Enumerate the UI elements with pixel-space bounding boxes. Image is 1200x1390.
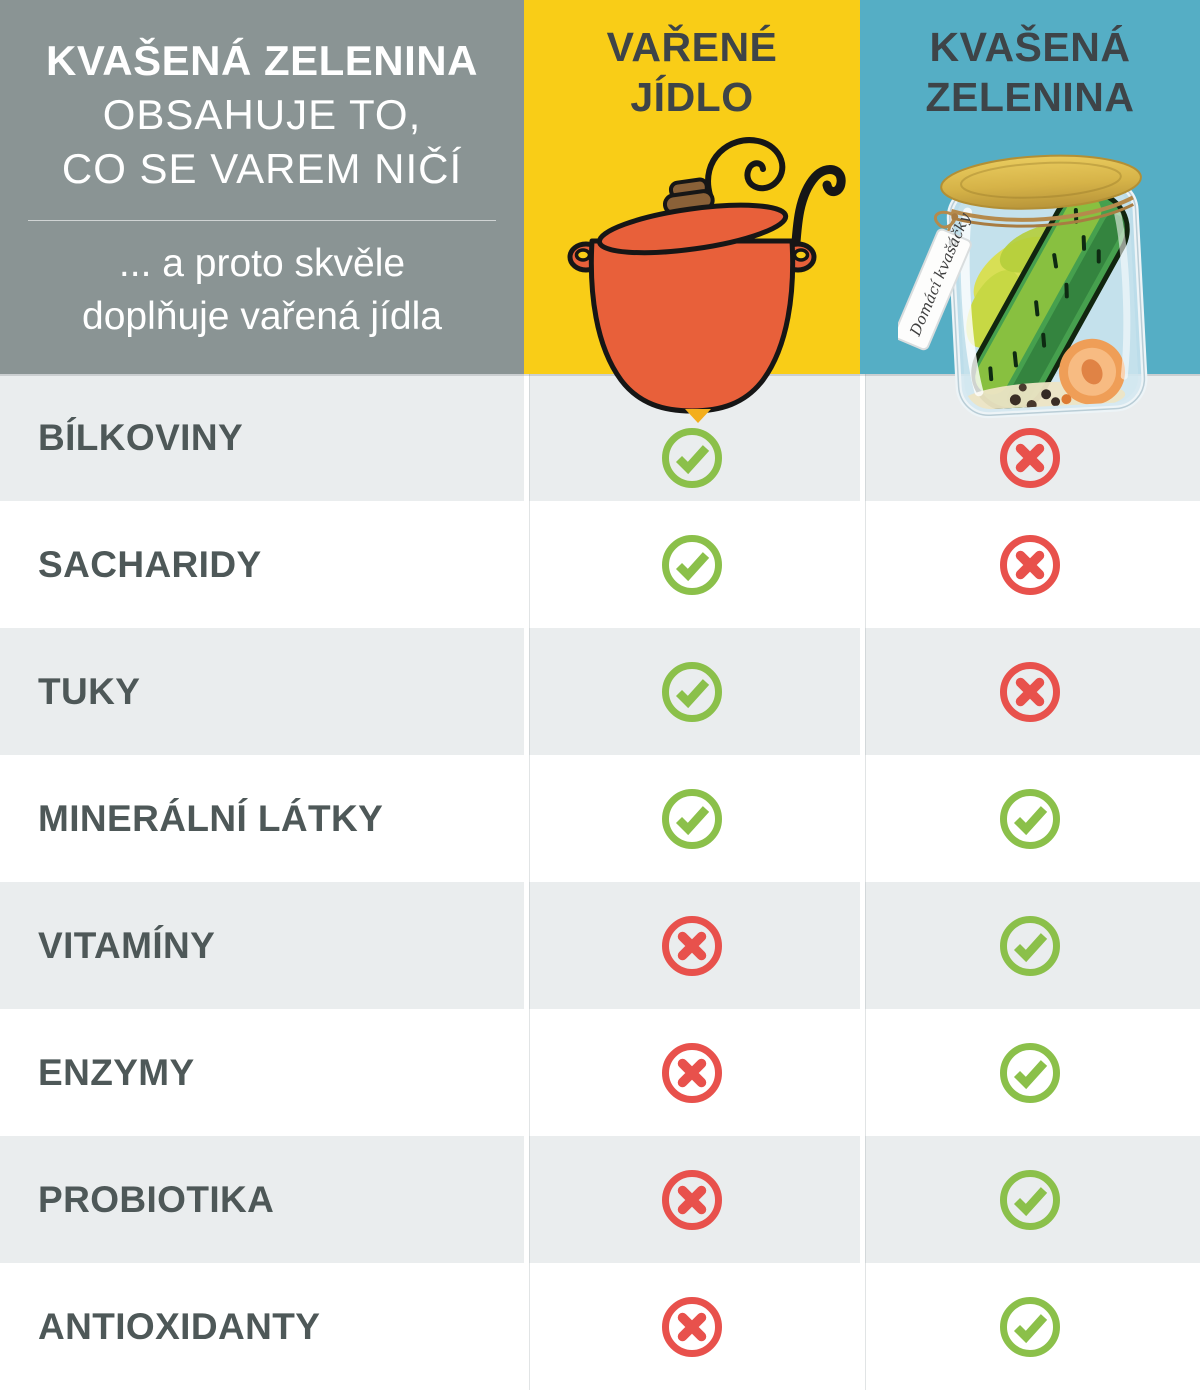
fermented-status-cell: [860, 1009, 1200, 1136]
cross-circle-icon: [662, 915, 722, 976]
row-label: SACHARIDY: [0, 501, 524, 628]
cross-circle-icon: [662, 1169, 722, 1230]
cross-circle-icon: [1000, 534, 1060, 595]
table-row: MINERÁLNÍ LÁTKY: [0, 755, 1200, 882]
check-circle-icon: [662, 427, 722, 488]
cooked-status-cell: [524, 1009, 860, 1136]
check-circle-icon: [662, 534, 722, 595]
check-circle-icon: [1000, 1169, 1060, 1230]
table-row: BÍLKOVINY: [0, 374, 1200, 501]
cooked-label-line2: JÍDLO: [630, 74, 754, 120]
row-label: ANTIOXIDANTY: [0, 1263, 524, 1390]
column-header-fermented: KVAŠENÁ ZELENINA: [860, 0, 1200, 374]
fermented-status-cell: [860, 1263, 1200, 1390]
fermented-status-cell: [860, 501, 1200, 628]
intro-title-line2: OBSAHUJE TO,: [102, 91, 422, 138]
intro-subtitle-line2: doplňuje vařená jídla: [82, 295, 442, 338]
cooked-status-cell: [524, 628, 860, 755]
intro-title: KVAŠENÁ ZELENINA: [46, 37, 478, 84]
cross-circle-icon: [662, 1042, 722, 1103]
cooked-status-cell: [524, 755, 860, 882]
table-row: TUKY: [0, 628, 1200, 755]
cross-circle-icon: [662, 1296, 722, 1357]
intro-title-line3: CO SE VAREM NIČÍ: [61, 145, 463, 192]
row-label: TUKY: [0, 628, 524, 755]
fermented-status-cell: [860, 882, 1200, 1009]
fermented-status-cell: [860, 755, 1200, 882]
cooked-status-cell: [524, 374, 860, 501]
fermented-status-cell: [860, 628, 1200, 755]
table-row: SACHARIDY: [0, 501, 1200, 628]
fermented-label-line1: KVAŠENÁ: [929, 24, 1131, 70]
table-row: ENZYMY: [0, 1009, 1200, 1136]
check-circle-icon: [1000, 788, 1060, 849]
column-header-cooked: VAŘENÉ JÍDLO: [524, 0, 860, 374]
cooked-status-cell: [524, 1136, 860, 1263]
intro-panel: KVAŠENÁ ZELENINA OBSAHUJE TO, CO SE VARE…: [0, 0, 524, 374]
intro-divider: [28, 220, 496, 221]
fermented-status-cell: [860, 1136, 1200, 1263]
table-row: PROBIOTIKA: [0, 1136, 1200, 1263]
fermented-status-cell: [860, 374, 1200, 501]
cooked-label-line1: VAŘENÉ: [606, 24, 778, 70]
row-label: ENZYMY: [0, 1009, 524, 1136]
fermented-label-line2: ZELENINA: [925, 74, 1135, 120]
intro-subtitle-line1: ... a proto skvěle: [118, 242, 406, 285]
cross-circle-icon: [1000, 427, 1060, 488]
row-label: BÍLKOVINY: [0, 374, 524, 501]
cooked-status-cell: [524, 501, 860, 628]
check-circle-icon: [1000, 1042, 1060, 1103]
cooked-status-cell: [524, 882, 860, 1009]
comparison-rows: BÍLKOVINY SACHARIDY TUKY MINERÁLNÍ: [0, 374, 1200, 1390]
table-row: VITAMÍNY: [0, 882, 1200, 1009]
row-label: VITAMÍNY: [0, 882, 524, 1009]
check-circle-icon: [1000, 1296, 1060, 1357]
cross-circle-icon: [1000, 661, 1060, 722]
check-circle-icon: [1000, 915, 1060, 976]
cooked-status-cell: [524, 1263, 860, 1390]
table-header: KVAŠENÁ ZELENINA OBSAHUJE TO, CO SE VARE…: [0, 0, 1200, 374]
row-label: PROBIOTIKA: [0, 1136, 524, 1263]
row-label: MINERÁLNÍ LÁTKY: [0, 755, 524, 882]
check-circle-icon: [662, 788, 722, 849]
table-row: ANTIOXIDANTY: [0, 1263, 1200, 1390]
check-circle-icon: [662, 661, 722, 722]
